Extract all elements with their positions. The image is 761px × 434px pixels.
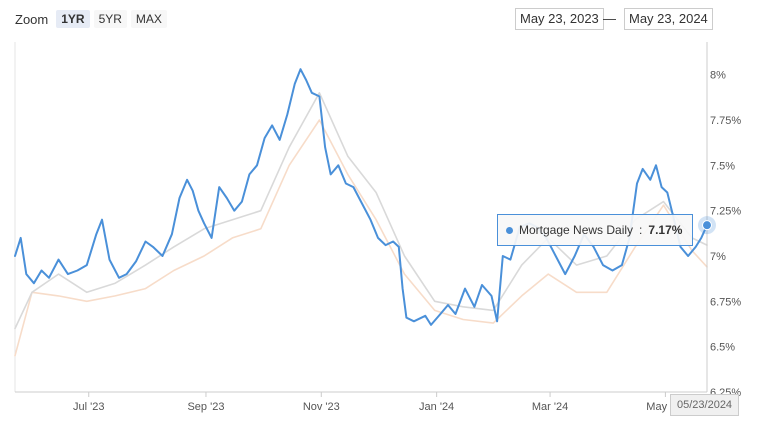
x-axis-ticks: Jul '23 Sep '23 Nov '23 Jan '24 Mar '24 May '… (73, 392, 684, 413)
range-from-input[interactable]: May 23, 2023 (515, 8, 604, 30)
series-line-2 (14, 92, 708, 330)
tooltip-series-dot (506, 226, 513, 234)
y-tick-label-1: 6.5% (710, 342, 735, 354)
chart-tooltip: Mortgage News Daily : 7.17% (497, 214, 694, 246)
zoom-label: Zoom (15, 11, 49, 27)
y-tick-label-3: 7% (710, 251, 726, 263)
y-tick-label-5: 7.5% (710, 160, 735, 172)
x-tick-label-0: Jul '23 (73, 401, 104, 413)
zoom-button-max[interactable]: MAX (130, 10, 167, 28)
range-to-input[interactable]: May 23, 2024 (624, 8, 713, 30)
chart-axes (14, 42, 707, 393)
tooltip-colon: : (639, 223, 643, 237)
y-tick-label-7: 8% (710, 70, 726, 82)
zoom-button-1yr[interactable]: 1YR (56, 10, 90, 28)
y-tick-label-4: 7.25% (710, 206, 741, 218)
series-line-1 (14, 119, 708, 357)
zoom-button-5yr[interactable]: 5YR (93, 10, 127, 28)
y-tick-label-2: 6.75% (710, 296, 741, 308)
tooltip-value: 7.17% (648, 223, 683, 237)
highlight-point (702, 220, 712, 231)
x-tick-label-4: Mar '24 (532, 401, 568, 413)
y-tick-label-6: 7.75% (710, 115, 741, 127)
tooltip-series-name: Mortgage News Daily (519, 223, 634, 237)
x-tick-label-3: Jan '24 (419, 401, 454, 413)
x-tick-label-2: Nov '23 (303, 401, 340, 413)
x-tick-label-1: Sep '23 (187, 401, 224, 413)
range-separator: — (603, 11, 616, 26)
crosshair-date-label: 05/23/2024 (670, 394, 740, 416)
chart-series (14, 42, 716, 392)
series-line-mortgage-news-daily (14, 68, 708, 326)
y-axis-ticks: 6.25%6.5%6.75%7%7.25%7.5%7.75%8% (710, 70, 741, 399)
zoom-bar: Zoom 1YR 5YR MAX (15, 9, 167, 29)
